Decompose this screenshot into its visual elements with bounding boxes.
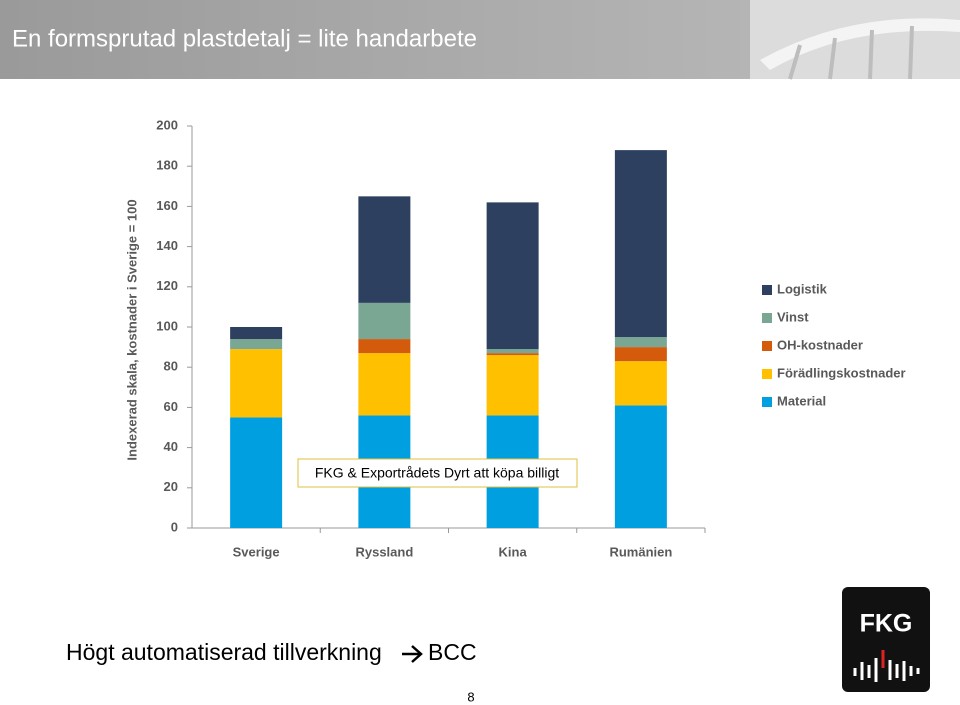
bar-segment [614, 150, 667, 338]
bar-segment [358, 353, 411, 416]
arrow-icon [402, 645, 423, 663]
y-tick-label: 100 [156, 318, 178, 333]
bar-segment [486, 355, 539, 416]
x-tick-label: Kina [499, 544, 528, 559]
bridge-shape [760, 18, 960, 70]
y-tick-label: 200 [156, 117, 178, 132]
y-tick-label: 140 [156, 238, 178, 253]
y-tick-label: 80 [164, 359, 178, 374]
legend-label: Logistik [777, 281, 828, 296]
bar-segment [230, 417, 283, 528]
legend-label: OH-kostnader [777, 337, 863, 352]
annotation: FKG & Exportrådets Dyrt att köpa billigt [315, 465, 559, 481]
footer-target: BCC [428, 639, 477, 665]
y-tick-label: 120 [156, 278, 178, 293]
bar-segment [486, 353, 539, 356]
bar-segment [614, 361, 667, 406]
header-bar [0, 0, 750, 79]
legend-swatch [762, 341, 772, 351]
legend-label: Vinst [777, 309, 809, 324]
page-number: 8 [467, 689, 474, 704]
bar-segment [230, 349, 283, 418]
x-tick-label: Sverige [233, 544, 280, 559]
bar-segment [614, 405, 667, 528]
legend-swatch [762, 313, 772, 323]
logo-text: FKG [860, 610, 913, 638]
annotation-box [297, 458, 578, 488]
y-tick-label: 0 [171, 519, 178, 534]
slide-title: En formsprutad plastdetalj = lite handar… [12, 25, 477, 52]
bar-segment [230, 327, 283, 340]
plot: 0 20 40 60 80 100 120 140 160 180 200 Sverige Ryssla… [156, 117, 905, 559]
bar-segment [358, 339, 411, 354]
legend-swatch [762, 369, 772, 379]
y-tick-label: 60 [164, 399, 178, 414]
y-tick-label: 160 [156, 198, 178, 213]
bar-segment [230, 339, 283, 350]
y-axis-label: Indexerad skala, kostnader i Sverige = 1… [124, 199, 139, 460]
x-tick-label: Rumänien [609, 544, 672, 559]
y-tick-label: 180 [156, 158, 178, 173]
bridge-pillars [788, 25, 914, 80]
header-photo [750, 0, 960, 79]
footer-text: Högt automatiserad tillverkning [66, 639, 382, 665]
legend-swatch [762, 397, 772, 407]
legend-label: Förädlingskostnader [777, 365, 906, 380]
logo-box [842, 587, 930, 692]
bar-segment [486, 349, 539, 354]
bar-segment [358, 196, 411, 303]
bar-segment [358, 302, 411, 340]
bar-segment [614, 337, 667, 348]
bar-segment [614, 347, 667, 362]
legend-label: Material [777, 393, 826, 408]
x-tick-label: Ryssland [355, 544, 413, 559]
bar-segment [486, 202, 539, 350]
y-tick-label: 20 [164, 479, 178, 494]
logo-waves [853, 650, 920, 682]
legend-swatch [762, 285, 772, 295]
y-tick-label: 40 [164, 439, 178, 454]
